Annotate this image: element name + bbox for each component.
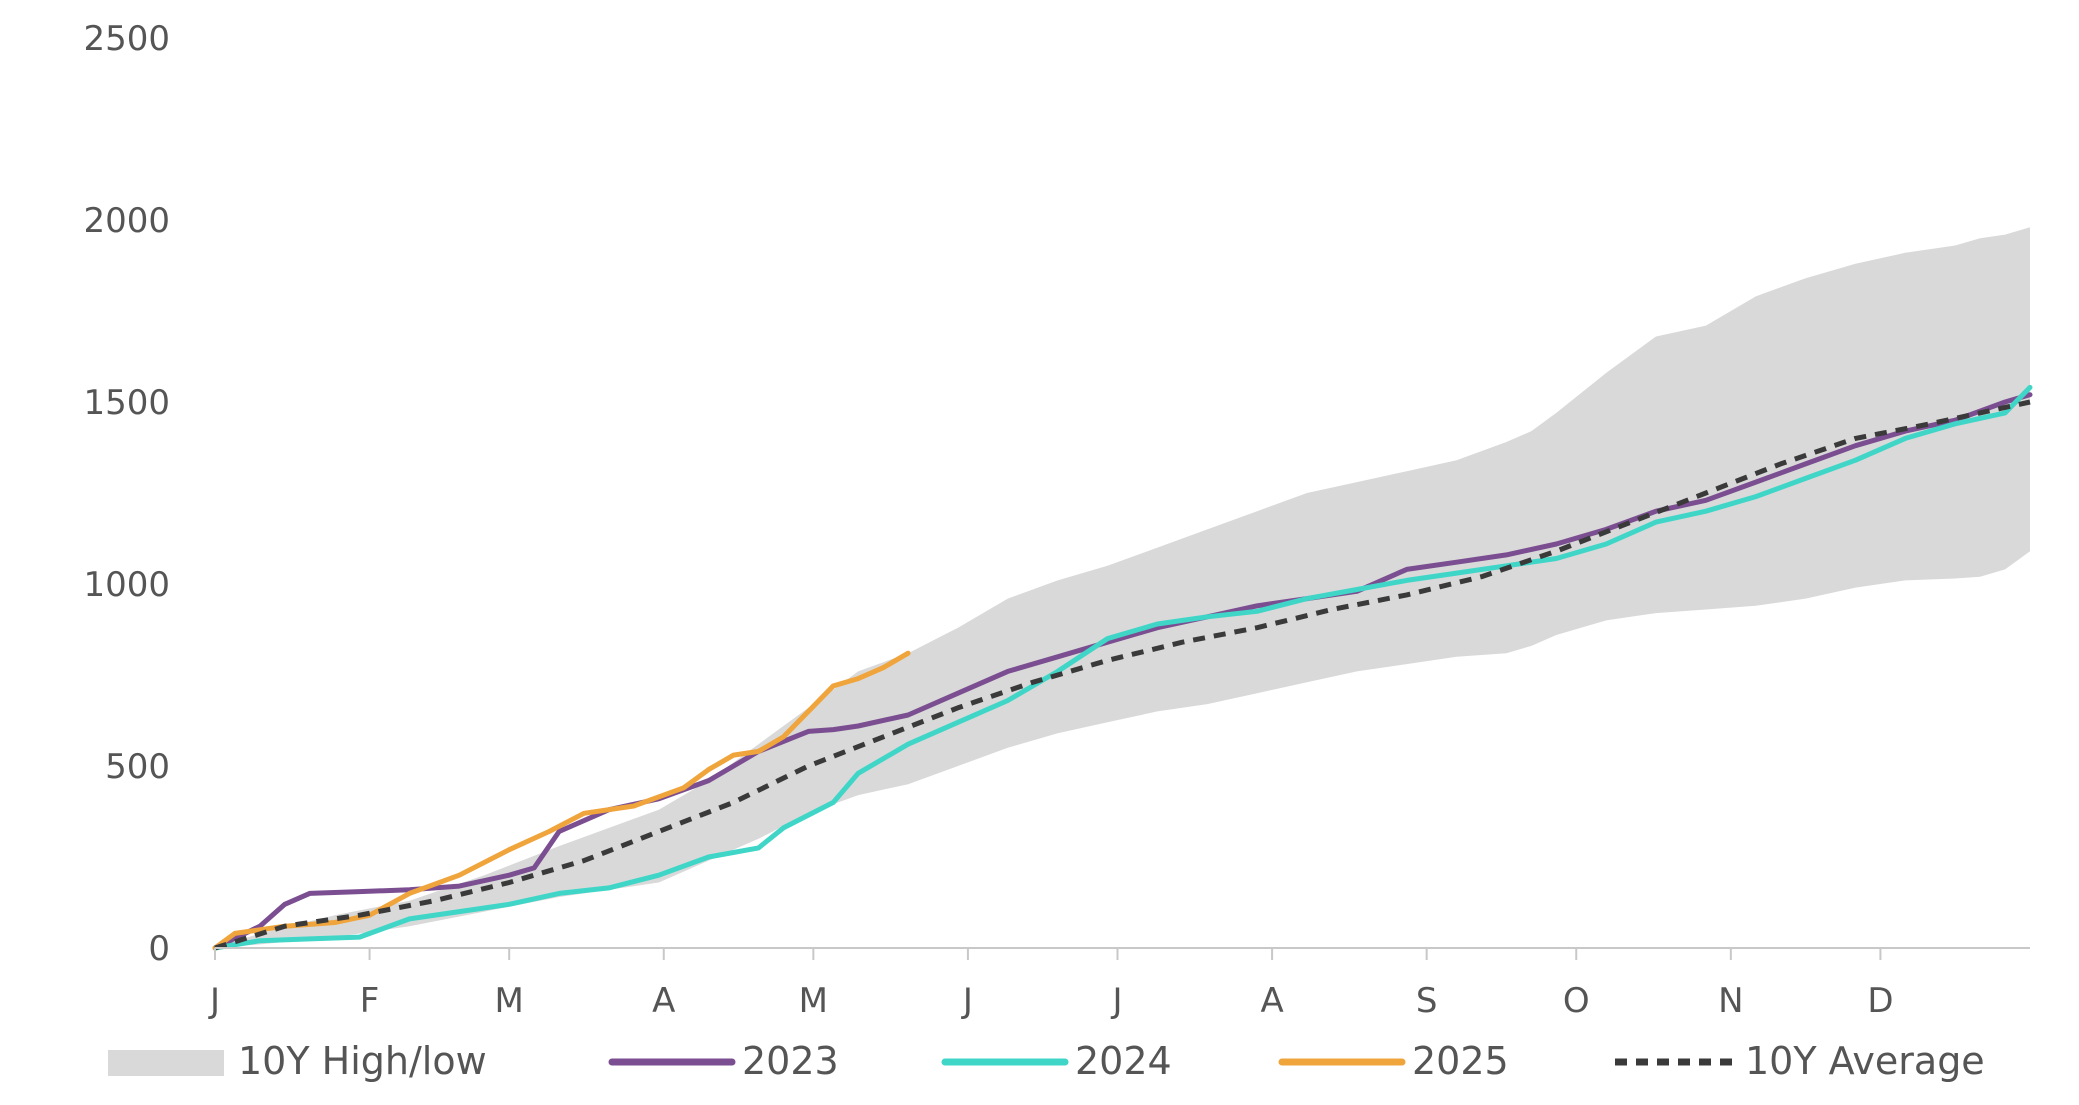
series-line-2024 bbox=[212, 384, 2033, 951]
axis-layer: 0 500 1000 1500 2000 2500 J F M A M J J A S O N D bbox=[83, 19, 2030, 1021]
y-tick-label: 0 bbox=[148, 929, 170, 969]
series-line-2025 bbox=[212, 650, 911, 951]
x-tick-label: A bbox=[652, 981, 675, 1021]
legend-label-2024: 2024 bbox=[1075, 1039, 1172, 1083]
band-layer bbox=[215, 227, 2030, 949]
x-tick-label: J bbox=[961, 981, 973, 1021]
legend-label-2025: 2025 bbox=[1412, 1039, 1509, 1083]
x-tick-label: S bbox=[1416, 981, 1438, 1021]
legend-label-2023: 2023 bbox=[742, 1039, 839, 1083]
legend-swatch-10y-high-low bbox=[108, 1050, 224, 1076]
legend-label-10y-high-low: 10Y High/low bbox=[238, 1039, 487, 1083]
band-10y-high-low bbox=[215, 227, 2030, 949]
series-line-10y-average bbox=[214, 399, 2031, 951]
y-tick-label: 2500 bbox=[83, 19, 170, 59]
x-tick-label: M bbox=[495, 981, 524, 1021]
series-line-2023 bbox=[212, 392, 2033, 951]
y-tick-label: 500 bbox=[105, 747, 170, 787]
legend-label-10y-average: 10Y Average bbox=[1745, 1039, 1985, 1083]
legend: 10Y High/low 2023 2024 2025 10Y Average bbox=[108, 1039, 1985, 1083]
y-tick-label: 2000 bbox=[83, 201, 170, 241]
series-layer bbox=[212, 384, 2033, 951]
x-tick-label: J bbox=[208, 981, 220, 1021]
x-tick-label: A bbox=[1260, 981, 1283, 1021]
x-tick-label: O bbox=[1563, 981, 1590, 1021]
x-tick-label: D bbox=[1867, 981, 1893, 1021]
x-tick-label: M bbox=[799, 981, 828, 1021]
y-tick-label: 1500 bbox=[83, 383, 170, 423]
x-tick-label: F bbox=[360, 981, 380, 1021]
y-tick-label: 1000 bbox=[83, 565, 170, 605]
x-tick-label: N bbox=[1718, 981, 1743, 1021]
x-tick-label: J bbox=[1110, 981, 1122, 1021]
